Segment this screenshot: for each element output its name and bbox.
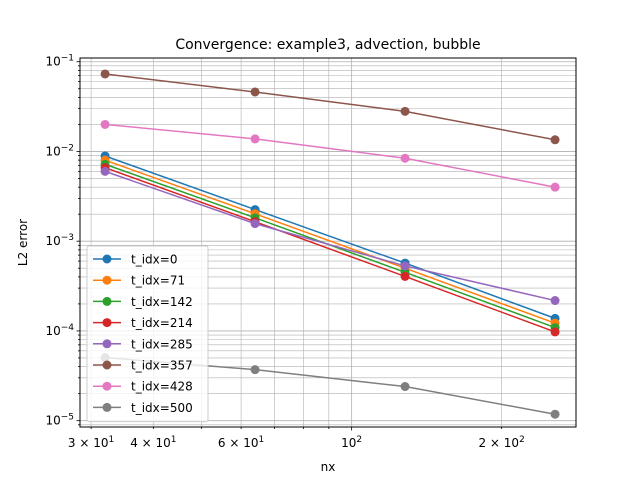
series-4 bbox=[100, 166, 560, 306]
series-5 bbox=[100, 69, 560, 145]
legend-swatch-marker bbox=[102, 402, 112, 412]
legend-swatch-marker bbox=[102, 318, 112, 328]
legend-label: t_idx=142 bbox=[131, 295, 193, 309]
legend-swatch-marker bbox=[102, 381, 112, 391]
data-point bbox=[400, 153, 410, 163]
y-tick-label: 10−3 bbox=[45, 233, 74, 248]
data-point bbox=[100, 119, 110, 129]
legend-entry: t_idx=357 bbox=[93, 359, 193, 373]
legend-label: t_idx=71 bbox=[131, 274, 185, 288]
legend-swatch-marker bbox=[102, 296, 112, 306]
data-point bbox=[550, 182, 560, 192]
data-point bbox=[400, 271, 410, 281]
x-axis-ticks: 3 × 101 4 × 101 6 × 101 102 2 × 102 bbox=[68, 427, 525, 450]
series-layer bbox=[100, 69, 560, 419]
legend-entry: t_idx=214 bbox=[93, 316, 193, 330]
legend-label: t_idx=214 bbox=[131, 316, 193, 330]
series-6 bbox=[100, 119, 560, 192]
data-point bbox=[250, 87, 260, 97]
legend-swatch-marker bbox=[102, 339, 112, 349]
legend-entry: t_idx=71 bbox=[93, 274, 185, 288]
legend-label: t_idx=357 bbox=[131, 359, 193, 373]
legend-label: t_idx=0 bbox=[131, 253, 177, 267]
x-tick-label: 4 × 101 bbox=[130, 435, 176, 450]
series-line bbox=[104, 170, 556, 302]
data-point bbox=[100, 166, 110, 176]
legend-box bbox=[86, 245, 209, 423]
data-point bbox=[100, 69, 110, 79]
legend: t_idx=0 t_idx=71 t_idx=142 t_idx=214 t_idx=2… bbox=[86, 245, 209, 423]
x-tick-label: 102 bbox=[341, 435, 362, 450]
data-point bbox=[250, 219, 260, 229]
data-point bbox=[400, 261, 410, 271]
y-axis-label: L2 error bbox=[16, 219, 30, 266]
x-tick-label: 3 × 101 bbox=[68, 435, 114, 450]
data-point bbox=[400, 106, 410, 116]
legend-entry: t_idx=285 bbox=[93, 337, 193, 351]
legend-entry: t_idx=142 bbox=[93, 295, 193, 309]
legend-entry: t_idx=0 bbox=[93, 253, 177, 267]
data-point bbox=[550, 409, 560, 419]
series-line bbox=[104, 73, 556, 141]
x-axis-label: nx bbox=[321, 460, 336, 474]
legend-label: t_idx=428 bbox=[131, 380, 193, 394]
legend-label: t_idx=285 bbox=[131, 337, 193, 351]
data-point bbox=[250, 134, 260, 144]
data-point bbox=[550, 296, 560, 306]
data-point bbox=[250, 365, 260, 375]
y-axis-ticks: 10−5 10−4 10−3 10−2 10−1 bbox=[45, 54, 80, 428]
chart-title: Convergence: example3, advection, bubble bbox=[175, 37, 480, 53]
legend-swatch-marker bbox=[102, 360, 112, 370]
legend-swatch-marker bbox=[102, 254, 112, 264]
data-point bbox=[400, 382, 410, 392]
y-tick-label: 10−1 bbox=[45, 54, 74, 69]
data-point bbox=[550, 327, 560, 337]
data-point bbox=[550, 135, 560, 145]
series-line bbox=[104, 123, 556, 188]
series-line bbox=[104, 155, 556, 320]
series-line bbox=[104, 159, 556, 324]
y-tick-label: 10−2 bbox=[45, 143, 74, 158]
x-tick-label: 6 × 101 bbox=[218, 435, 264, 450]
legend-entry: t_idx=500 bbox=[93, 401, 193, 415]
y-tick-label: 10−5 bbox=[45, 413, 74, 428]
y-tick-label: 10−4 bbox=[45, 323, 74, 338]
legend-swatch-marker bbox=[102, 275, 112, 285]
x-tick-label: 2 × 102 bbox=[478, 435, 524, 450]
legend-entry: t_idx=428 bbox=[93, 380, 193, 394]
plot-frame bbox=[79, 57, 577, 428]
legend-label: t_idx=500 bbox=[131, 401, 193, 415]
series-line bbox=[104, 166, 556, 333]
grid-lines bbox=[80, 58, 576, 427]
